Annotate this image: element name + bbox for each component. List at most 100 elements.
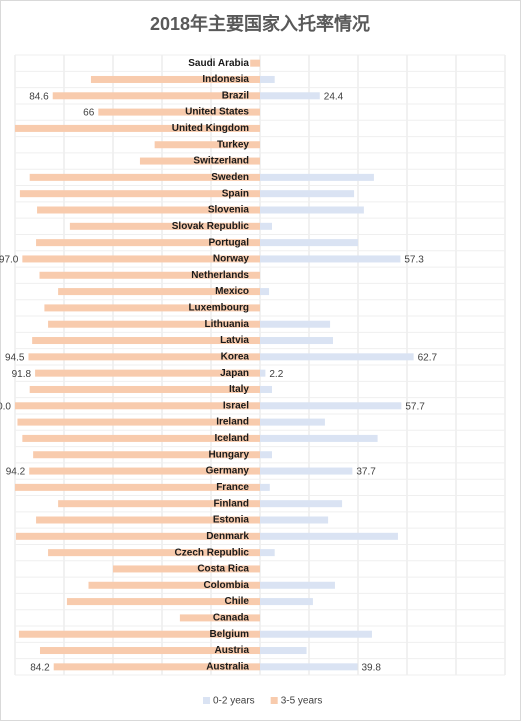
value-label: 91.8: [12, 369, 32, 380]
category-label: Germany: [206, 466, 250, 477]
bar: [260, 663, 358, 671]
category-label: Mexico: [215, 286, 249, 297]
category-label: France: [216, 482, 249, 493]
category-label: United Kingdom: [172, 123, 249, 134]
bar: [260, 255, 401, 263]
bar: [260, 630, 372, 638]
bar: [260, 190, 355, 198]
category-label: Switzerland: [193, 156, 249, 167]
bar: [260, 288, 270, 296]
category-label: Ireland: [216, 417, 249, 428]
category-label: Austria: [215, 645, 250, 656]
bar: [260, 483, 270, 491]
category-label: Korea: [221, 351, 250, 362]
bar: [260, 647, 307, 655]
bar: [98, 108, 260, 116]
value-label: 24.4: [324, 91, 344, 102]
value-label: 100.0: [0, 401, 11, 412]
category-label: United States: [185, 107, 249, 118]
bar: [52, 92, 261, 100]
bar: [44, 304, 261, 312]
chart-title: 2018年主要国家入托率情况: [150, 13, 370, 34]
category-label: Italy: [229, 384, 249, 395]
bar: [260, 581, 335, 589]
category-label: Australia: [206, 661, 249, 672]
value-label: 37.7: [356, 467, 376, 478]
category-label: Japan: [220, 368, 249, 379]
category-label: Hungary: [208, 449, 249, 460]
bar: [35, 369, 261, 377]
category-label: Slovenia: [208, 205, 250, 216]
bar: [39, 647, 260, 655]
bar: [29, 467, 261, 475]
bar: [260, 369, 266, 377]
value-label: 2.2: [269, 369, 283, 380]
bar: [260, 173, 374, 181]
bar: [260, 549, 275, 557]
category-label: Luxembourg: [188, 303, 249, 314]
bar: [260, 385, 273, 393]
value-label: 94.2: [6, 467, 26, 478]
category-label: Indonesia: [202, 74, 249, 85]
bar: [18, 630, 261, 638]
bar: [53, 663, 261, 671]
category-label: Sweden: [211, 172, 249, 183]
category-label: Belgium: [210, 629, 250, 640]
bar: [48, 320, 261, 328]
category-label: Lithuania: [205, 319, 250, 330]
category-label: Iceland: [215, 433, 249, 444]
category-label: Estonia: [213, 515, 250, 526]
bar: [22, 434, 260, 442]
bar: [260, 75, 275, 83]
value-label: 62.7: [418, 352, 438, 363]
category-label: Brazil: [222, 90, 249, 101]
bar: [154, 141, 260, 149]
bar: [260, 320, 331, 328]
bar: [29, 173, 261, 181]
category-label: Netherlands: [191, 270, 249, 281]
category-label: Czech Republic: [175, 547, 250, 558]
bar: [260, 239, 358, 247]
category-label: Spain: [222, 188, 249, 199]
category-label: Chile: [225, 596, 250, 607]
value-label: 97.0: [0, 255, 19, 266]
legend-swatch: [203, 697, 210, 704]
bar: [260, 516, 329, 524]
legend-swatch: [270, 697, 278, 704]
bar: [139, 157, 260, 165]
bar: [260, 500, 343, 508]
value-label: 94.5: [5, 352, 25, 363]
legend-label: 0-2 years: [213, 696, 255, 707]
bar: [69, 222, 260, 230]
bar: [36, 239, 260, 247]
bar: [260, 337, 334, 345]
category-label: Colombia: [203, 580, 249, 591]
value-label: 39.8: [362, 662, 382, 673]
bar: [15, 124, 260, 132]
bar: [15, 483, 260, 491]
bar: [32, 337, 261, 345]
bar: [260, 222, 273, 230]
value-label: 66: [83, 108, 95, 119]
bar: [33, 451, 260, 459]
category-label: Portugal: [208, 237, 249, 248]
category-label: Norway: [213, 254, 250, 265]
bar: [36, 516, 260, 524]
bar: [17, 418, 261, 426]
bar: [48, 549, 261, 557]
bar: [260, 92, 320, 100]
bar: [58, 288, 261, 296]
bar: [37, 206, 260, 214]
category-label: Saudi Arabia: [188, 58, 249, 69]
bar: [28, 353, 260, 361]
bar: [113, 565, 260, 573]
bar: [260, 467, 353, 475]
bar: [260, 598, 313, 606]
bar: [260, 206, 364, 214]
bar: [260, 434, 378, 442]
value-label: 57.7: [405, 401, 425, 412]
value-label: 84.2: [30, 662, 50, 673]
bar: [22, 255, 260, 263]
value-label: 57.3: [404, 255, 424, 266]
